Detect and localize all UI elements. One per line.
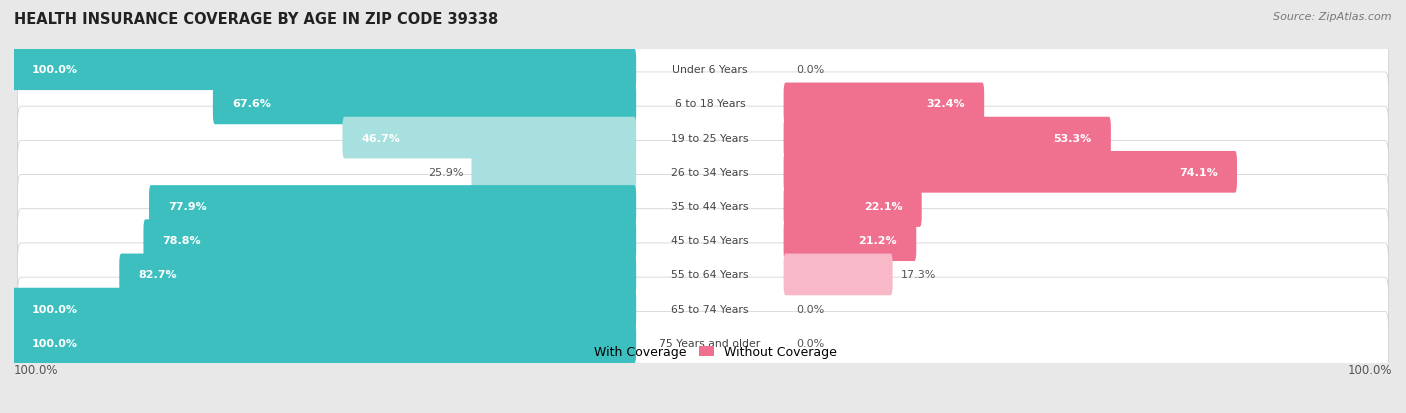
Text: 32.4%: 32.4%: [927, 99, 965, 109]
FancyBboxPatch shape: [13, 49, 636, 91]
FancyBboxPatch shape: [783, 152, 1237, 193]
Text: 74.1%: 74.1%: [1180, 167, 1218, 177]
Text: 17.3%: 17.3%: [901, 270, 936, 280]
Text: 100.0%: 100.0%: [31, 338, 77, 348]
FancyBboxPatch shape: [783, 186, 922, 227]
Text: 55 to 64 Years: 55 to 64 Years: [671, 270, 748, 280]
Text: 53.3%: 53.3%: [1053, 133, 1091, 143]
FancyBboxPatch shape: [783, 254, 893, 296]
FancyBboxPatch shape: [17, 175, 1389, 238]
Text: 19 to 25 Years: 19 to 25 Years: [671, 133, 748, 143]
FancyBboxPatch shape: [17, 141, 1389, 204]
FancyBboxPatch shape: [783, 220, 917, 261]
FancyBboxPatch shape: [143, 220, 636, 261]
FancyBboxPatch shape: [149, 186, 636, 227]
Text: 77.9%: 77.9%: [169, 202, 207, 211]
Text: 100.0%: 100.0%: [14, 363, 59, 376]
FancyBboxPatch shape: [17, 278, 1389, 340]
Text: 45 to 54 Years: 45 to 54 Years: [671, 236, 748, 246]
Text: 21.2%: 21.2%: [858, 236, 897, 246]
Text: 46.7%: 46.7%: [361, 133, 401, 143]
FancyBboxPatch shape: [17, 209, 1389, 272]
FancyBboxPatch shape: [17, 73, 1389, 135]
Text: 65 to 74 Years: 65 to 74 Years: [671, 304, 748, 314]
FancyBboxPatch shape: [17, 39, 1389, 102]
Text: HEALTH INSURANCE COVERAGE BY AGE IN ZIP CODE 39338: HEALTH INSURANCE COVERAGE BY AGE IN ZIP …: [14, 12, 498, 27]
Text: 82.7%: 82.7%: [139, 270, 177, 280]
FancyBboxPatch shape: [471, 152, 636, 193]
Legend: With Coverage, Without Coverage: With Coverage, Without Coverage: [564, 341, 842, 363]
Text: 100.0%: 100.0%: [31, 65, 77, 75]
FancyBboxPatch shape: [783, 83, 984, 125]
FancyBboxPatch shape: [212, 83, 636, 125]
Text: 78.8%: 78.8%: [163, 236, 201, 246]
Text: 0.0%: 0.0%: [796, 338, 824, 348]
FancyBboxPatch shape: [13, 288, 636, 330]
Text: Under 6 Years: Under 6 Years: [672, 65, 748, 75]
FancyBboxPatch shape: [120, 254, 636, 296]
Text: 100.0%: 100.0%: [31, 304, 77, 314]
Text: 22.1%: 22.1%: [863, 202, 903, 211]
Text: 0.0%: 0.0%: [796, 304, 824, 314]
Text: 67.6%: 67.6%: [232, 99, 271, 109]
Text: 25.9%: 25.9%: [427, 167, 463, 177]
FancyBboxPatch shape: [17, 107, 1389, 170]
FancyBboxPatch shape: [13, 322, 636, 364]
Text: 75 Years and older: 75 Years and older: [659, 338, 761, 348]
Text: 0.0%: 0.0%: [796, 65, 824, 75]
FancyBboxPatch shape: [783, 117, 1111, 159]
FancyBboxPatch shape: [17, 243, 1389, 306]
Text: 100.0%: 100.0%: [1347, 363, 1392, 376]
FancyBboxPatch shape: [343, 117, 636, 159]
Text: 35 to 44 Years: 35 to 44 Years: [671, 202, 748, 211]
Text: Source: ZipAtlas.com: Source: ZipAtlas.com: [1274, 12, 1392, 22]
Text: 6 to 18 Years: 6 to 18 Years: [675, 99, 745, 109]
Text: 26 to 34 Years: 26 to 34 Years: [671, 167, 748, 177]
FancyBboxPatch shape: [17, 311, 1389, 374]
